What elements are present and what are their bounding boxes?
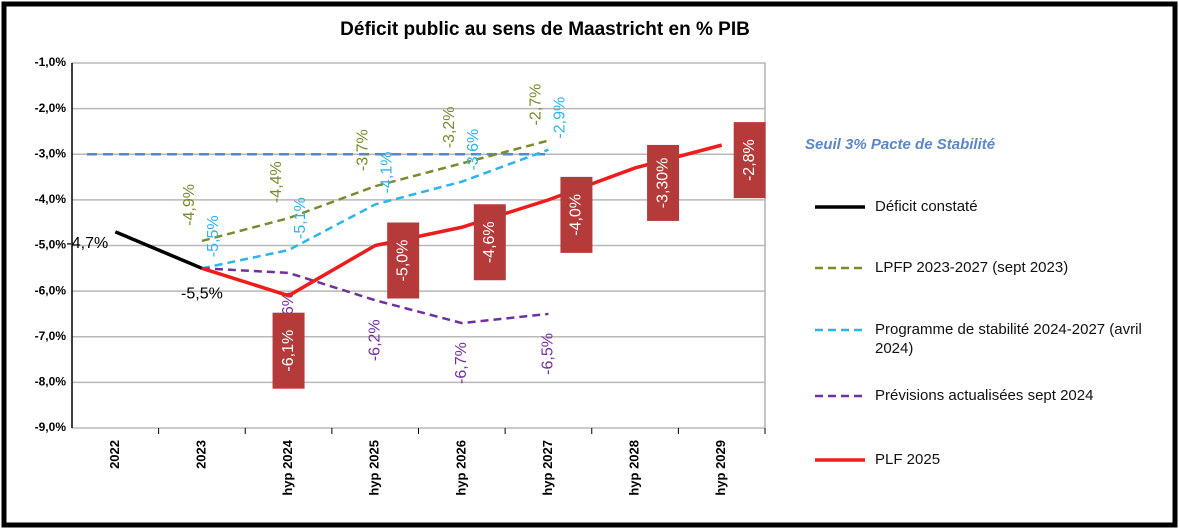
- data-label-box: -3,30%: [647, 144, 680, 221]
- data-label-box: -4,6%: [473, 204, 506, 281]
- y-tick-label: -1,0%: [35, 55, 67, 69]
- label-box: [647, 144, 680, 221]
- x-tick-label: hyp 2029: [713, 440, 728, 496]
- data-label: -2,9%: [552, 97, 569, 139]
- data-label: -2,8%: [741, 139, 758, 181]
- data-label: -6,1%: [280, 330, 297, 372]
- x-tick-label: 2022: [107, 440, 122, 469]
- x-tick-label: hyp 2025: [367, 440, 382, 496]
- y-tick-label: -3,0%: [35, 146, 67, 160]
- x-tick-label: 2023: [193, 440, 208, 469]
- data-label: -3,2%: [441, 106, 458, 148]
- data-label: -4,6%: [481, 221, 498, 263]
- label-box: [387, 222, 420, 299]
- series-line: [114, 230, 203, 270]
- y-tick-label: -9,0%: [35, 420, 67, 434]
- data-label: -5,0%: [394, 240, 411, 282]
- data-label-box: -2,8%: [733, 122, 766, 199]
- y-tick-label: -6,0%: [35, 283, 67, 297]
- data-label: -5,1%: [292, 197, 309, 239]
- x-tick-label: hyp 2024: [280, 439, 295, 495]
- x-tick-label: hyp 2028: [627, 440, 642, 496]
- legend-label: Prévisions actualisées sept 2024: [875, 387, 1094, 404]
- data-label: -4,0%: [568, 194, 585, 236]
- data-label: -5,5%: [205, 215, 222, 257]
- data-label: -6,7%: [453, 342, 470, 384]
- data-label-box: -6,1%: [272, 312, 305, 389]
- data-label: -5,5%: [181, 286, 223, 303]
- legend-label: LPFP 2023-2027 (sept 2023): [875, 259, 1069, 276]
- series-line: [201, 139, 549, 243]
- legend-label: Programme de stabilité 2024-2027 (avril …: [875, 321, 1142, 357]
- data-label: -2,7%: [528, 84, 545, 126]
- data-label: -6,5%: [540, 333, 557, 375]
- series-line: [201, 267, 549, 325]
- y-tick-label: -5,0%: [35, 238, 67, 252]
- label-box: [473, 204, 506, 281]
- data-label: -6,2%: [366, 319, 383, 361]
- label-box: [733, 122, 766, 199]
- data-label: -4,7%: [66, 235, 108, 252]
- x-tick-label: hyp 2026: [453, 440, 468, 496]
- label-box: [560, 176, 593, 253]
- data-label-box: -4,0%: [560, 176, 593, 253]
- threshold-label: Seuil 3% Pacte de Stabilité: [805, 136, 995, 153]
- data-label-box: -5,0%: [387, 222, 420, 299]
- series-line: [201, 143, 723, 298]
- legend-label: PLF 2025: [875, 451, 941, 468]
- data-label: -3,6%: [465, 129, 482, 171]
- y-tick-label: -4,0%: [35, 192, 67, 206]
- x-tick-label: hyp 2027: [540, 440, 555, 496]
- data-label: -4,9%: [181, 184, 198, 226]
- y-tick-label: -7,0%: [35, 329, 67, 343]
- y-tick-label: -8,0%: [35, 375, 67, 389]
- legend-label: Déficit constaté: [875, 198, 978, 215]
- data-label: -4,4%: [268, 161, 285, 203]
- series-line: [201, 148, 549, 270]
- y-tick-label: -2,0%: [35, 101, 67, 115]
- chart-title: Déficit public au sens de Maastricht en …: [340, 19, 750, 40]
- data-label: -3,30%: [654, 158, 671, 209]
- data-label: -4,1%: [378, 152, 395, 194]
- label-box: [272, 312, 305, 389]
- data-label: -3,7%: [354, 129, 371, 171]
